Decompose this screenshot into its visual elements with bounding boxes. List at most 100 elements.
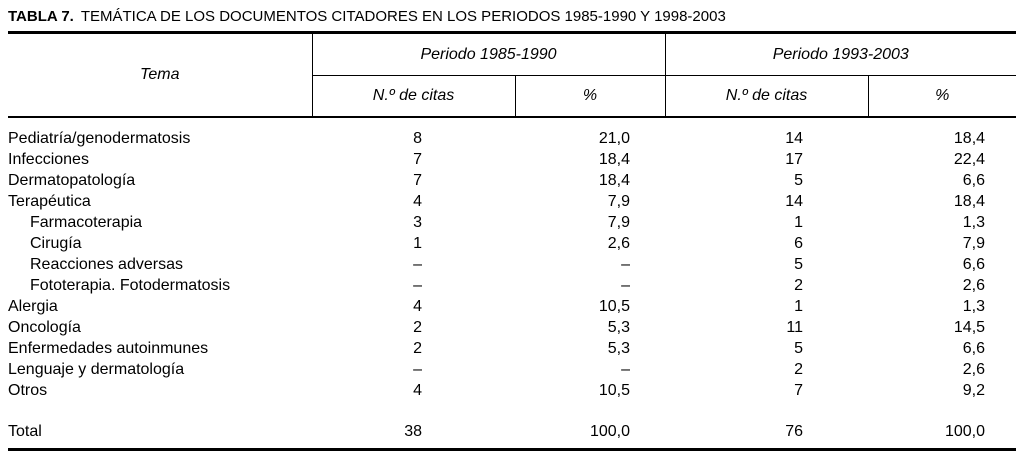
column-header-pct-p1: % — [514, 75, 666, 118]
row-tema: Reacciones adversas — [30, 255, 183, 273]
total-row: Total 38 100,0 76 100,0 — [8, 421, 1016, 442]
total-pct-p2: 100,0 — [944, 422, 986, 440]
row-citas-p2: 5 — [794, 255, 804, 273]
row-pct-p2: 7,9 — [962, 234, 986, 252]
row-citas-p1: 3 — [413, 213, 422, 231]
table-row: Enfermedades autoinmunes 2 5,3 5 6,6 — [8, 338, 1016, 359]
total-pct-p1: 100,0 — [589, 422, 631, 440]
row-tema: Cirugía — [30, 234, 82, 252]
table-caption-text: TEMÁTICA DE LOS DOCUMENTOS CITADORES EN … — [80, 8, 726, 25]
row-pct-p2: 18,4 — [953, 129, 986, 147]
row-pct-p2: 1,3 — [962, 213, 986, 231]
row-pct-p1: 5,3 — [607, 339, 631, 357]
row-tema: Terapéutica — [8, 192, 91, 210]
row-tema: Fototerapia. Fotodermatosis — [30, 276, 231, 294]
row-citas-p2: 7 — [794, 381, 804, 399]
row-pct-p2: 18,4 — [953, 192, 986, 210]
header-sub-row: N.º de citas % N.º de citas % — [8, 75, 1017, 118]
row-pct-p1: – — [621, 360, 631, 378]
row-pct-p2: 2,6 — [962, 360, 986, 378]
row-tema: Alergia — [8, 297, 58, 315]
row-pct-p1: 5,3 — [607, 318, 631, 336]
row-pct-p2: 6,6 — [962, 339, 986, 357]
row-citas-p1: – — [413, 276, 422, 294]
column-group-periodo-1993-2003: Periodo 1993-2003 — [664, 32, 1017, 76]
row-pct-p1: 18,4 — [598, 171, 631, 189]
table-row-sub: Cirugía 1 2,6 6 7,9 — [8, 233, 1016, 254]
table-header: Tema Periodo 1985-1990 Periodo 1993-2003… — [8, 32, 1017, 118]
row-citas-p1: 2 — [413, 318, 422, 336]
row-pct-p2: 6,6 — [962, 171, 986, 189]
row-citas-p2: 6 — [794, 234, 804, 252]
table-body: Pediatría/genodermatosis 8 21,0 14 18,4 … — [8, 117, 1016, 450]
row-pct-p1: 2,6 — [607, 234, 631, 252]
row-pct-p2: 1,3 — [962, 297, 986, 315]
spacer-row — [8, 442, 1016, 450]
row-citas-p2: 2 — [794, 360, 804, 378]
table-row: Oncología 2 5,3 11 14,5 — [8, 317, 1016, 338]
spacer-row — [8, 401, 1016, 421]
row-tema: Lenguaje y dermatología — [8, 360, 185, 378]
row-tema: Infecciones — [8, 150, 89, 168]
row-pct-p2: 6,6 — [962, 255, 986, 273]
row-citas-p1: 2 — [413, 339, 422, 357]
row-citas-p2: 1 — [794, 213, 804, 231]
table-row: Lenguaje y dermatología – – 2 2,6 — [8, 359, 1016, 380]
table-row: Alergia 4 10,5 1 1,3 — [8, 296, 1016, 317]
table-row: Otros 4 10,5 7 9,2 — [8, 380, 1016, 401]
row-citas-p1: 1 — [413, 234, 422, 252]
column-header-citas-p1: N.º de citas — [311, 75, 515, 118]
row-pct-p1: 7,9 — [607, 213, 631, 231]
row-citas-p2: 5 — [794, 339, 804, 357]
total-citas-p1: 38 — [404, 422, 422, 440]
row-tema: Oncología — [8, 318, 81, 336]
row-tema: Farmacoterapia — [30, 213, 143, 231]
table-row-sub: Reacciones adversas – – 5 6,6 — [8, 254, 1016, 275]
row-citas-p2: 14 — [785, 129, 804, 147]
row-pct-p1: – — [621, 276, 631, 294]
header-group-row: Tema Periodo 1985-1990 Periodo 1993-2003 — [8, 32, 1017, 118]
row-citas-p2: 2 — [794, 276, 804, 294]
row-pct-p1: 10,5 — [598, 297, 631, 315]
column-group-periodo-1985-1990: Periodo 1985-1990 — [311, 32, 666, 76]
table-caption: TABLA 7. TEMÁTICA DE LOS DOCUMENTOS CITAD… — [8, 0, 1016, 31]
column-header-pct-p2: % — [867, 75, 1017, 118]
row-pct-p2: 14,5 — [953, 318, 986, 336]
row-citas-p2: 17 — [785, 150, 804, 168]
row-citas-p2: 5 — [794, 171, 804, 189]
row-pct-p2: 2,6 — [962, 276, 986, 294]
row-pct-p1: 21,0 — [598, 129, 631, 147]
row-tema: Otros — [8, 381, 48, 399]
row-tema: Enfermedades autoinmunes — [8, 339, 209, 357]
row-citas-p2: 14 — [785, 192, 804, 210]
total-label: Total — [8, 422, 42, 440]
row-citas-p2: 1 — [794, 297, 804, 315]
table-row: Infecciones 7 18,4 17 22,4 — [8, 149, 1016, 170]
row-citas-p1: 8 — [413, 129, 422, 147]
row-citas-p1: – — [413, 360, 422, 378]
row-citas-p1: – — [413, 255, 422, 273]
row-citas-p1: 7 — [413, 171, 422, 189]
table-row-sub: Fototerapia. Fotodermatosis – – 2 2,6 — [8, 275, 1016, 296]
table-row: Terapéutica 4 7,9 14 18,4 — [8, 191, 1016, 212]
column-header-tema: Tema — [8, 32, 312, 118]
row-pct-p2: 22,4 — [953, 150, 986, 168]
row-citas-p2: 11 — [786, 318, 804, 336]
row-pct-p1: 7,9 — [607, 192, 631, 210]
row-tema: Dermatopatología — [8, 171, 136, 189]
row-citas-p1: 4 — [413, 192, 422, 210]
table-row: Dermatopatología 7 18,4 5 6,6 — [8, 170, 1016, 191]
row-citas-p1: 4 — [413, 297, 422, 315]
table-row-sub: Farmacoterapia 3 7,9 1 1,3 — [8, 212, 1016, 233]
total-citas-p2: 76 — [785, 422, 804, 440]
row-pct-p1: 10,5 — [598, 381, 631, 399]
spacer-row — [8, 117, 1016, 128]
row-citas-p1: 7 — [413, 150, 422, 168]
table-row: Pediatría/genodermatosis 8 21,0 14 18,4 — [8, 128, 1016, 149]
row-pct-p1: 18,4 — [598, 150, 631, 168]
table-caption-label: TABLA 7. — [8, 8, 74, 25]
row-pct-p1: – — [621, 255, 631, 273]
row-pct-p2: 9,2 — [962, 381, 986, 399]
citations-topic-table: Tema Periodo 1985-1990 Periodo 1993-2003… — [8, 31, 1017, 451]
